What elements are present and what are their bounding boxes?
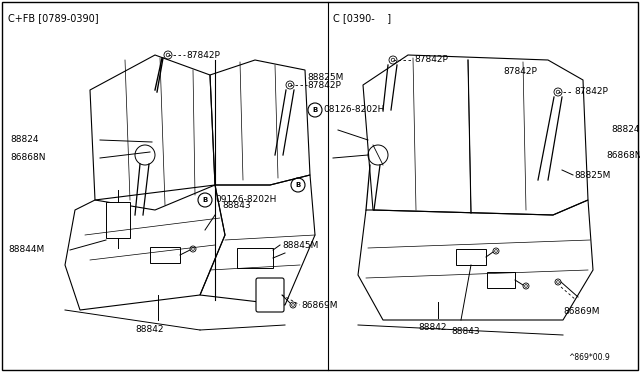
Text: C [0390-    ]: C [0390- ] [333, 13, 391, 23]
Text: C+FB [0789-0390]: C+FB [0789-0390] [8, 13, 99, 23]
Text: 87842P: 87842P [414, 55, 448, 64]
Text: B: B [312, 107, 317, 113]
Text: 88843: 88843 [451, 327, 479, 337]
Text: 86869M: 86869M [563, 308, 600, 317]
Text: 88842: 88842 [135, 326, 163, 334]
Bar [106, 202, 130, 238]
Text: 88824: 88824 [611, 125, 639, 135]
Text: 88825M: 88825M [574, 170, 611, 180]
Text: 88825M: 88825M [307, 74, 344, 83]
Text: 88842: 88842 [418, 324, 447, 333]
Text: 87842P: 87842P [503, 67, 537, 77]
Text: 86868N: 86868N [10, 154, 45, 163]
Bar [456, 249, 486, 265]
Bar [487, 272, 515, 288]
Text: 88845M: 88845M [282, 241, 318, 250]
Text: 87842P: 87842P [574, 87, 608, 96]
Text: B: B [202, 197, 207, 203]
Text: 86868N: 86868N [606, 151, 640, 160]
Text: B: B [296, 182, 301, 188]
Text: ^869*00.9: ^869*00.9 [568, 353, 610, 362]
Bar [150, 247, 180, 263]
Text: 08126-8202H: 08126-8202H [323, 106, 385, 115]
Text: 88824: 88824 [10, 135, 38, 144]
FancyBboxPatch shape [256, 278, 284, 312]
Text: 87842P: 87842P [186, 51, 220, 60]
Text: 88843: 88843 [222, 201, 251, 209]
Text: 88844M: 88844M [8, 246, 44, 254]
Text: 87842P: 87842P [307, 80, 341, 90]
Text: 09126-8202H: 09126-8202H [215, 196, 276, 205]
Bar [237, 248, 273, 268]
Text: 86869M: 86869M [301, 301, 337, 310]
